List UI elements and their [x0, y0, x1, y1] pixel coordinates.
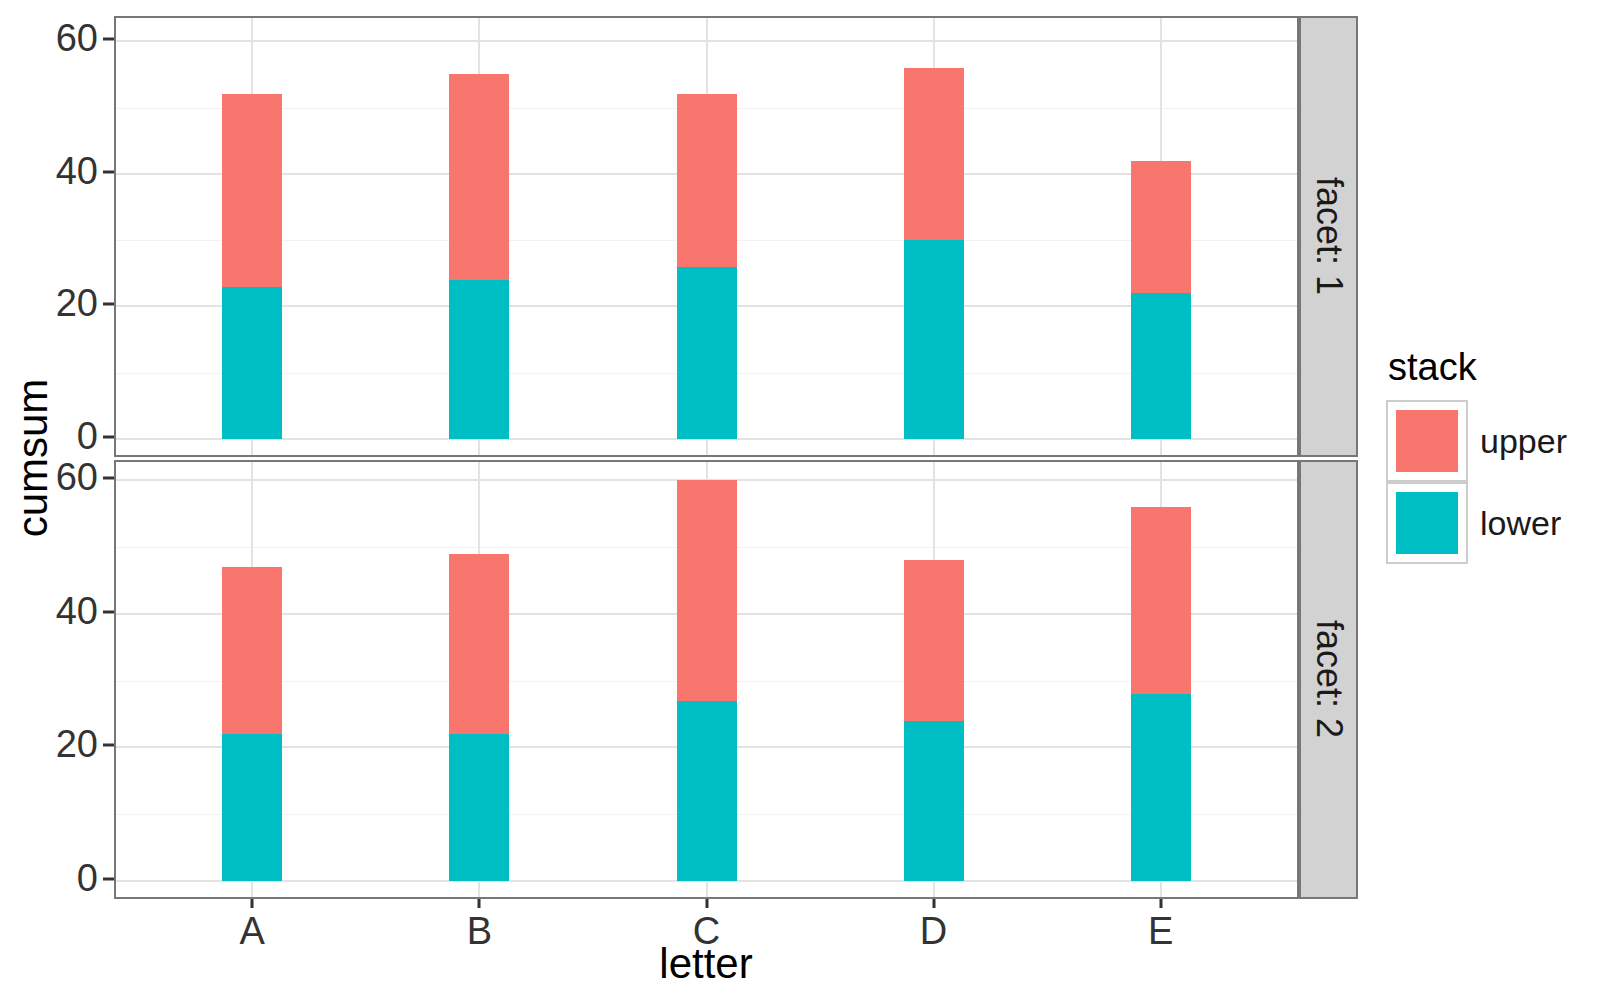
x-tick-mark-B	[478, 899, 481, 908]
bar-E-lower	[1131, 293, 1191, 439]
bar-B-upper	[449, 554, 509, 734]
bar-C-upper	[677, 480, 737, 700]
y-tick-mark	[103, 303, 114, 306]
y-axis-title: cumsum	[12, 373, 54, 543]
bar-A-upper	[222, 567, 282, 734]
y-tick-mark	[103, 744, 114, 747]
x-tick-label-D: D	[889, 912, 979, 950]
y-tick-mark	[103, 878, 114, 881]
legend-label-upper: upper	[1480, 424, 1567, 458]
y-tick-label: 60	[18, 19, 98, 57]
facet-strip-1: facet: 1	[1299, 16, 1358, 457]
x-tick-label-A: A	[207, 912, 297, 950]
bar-B-upper	[449, 74, 509, 280]
legend-entry-lower: lower	[1386, 482, 1596, 564]
bar-B-lower	[449, 734, 509, 881]
facet-strip-1-label: facet: 1	[1308, 177, 1350, 295]
legend: stack upper lower	[1386, 348, 1596, 564]
bar-C-lower	[677, 701, 737, 881]
x-tick-label-E: E	[1116, 912, 1206, 950]
bar-E-lower	[1131, 694, 1191, 881]
x-tick-mark-A	[251, 899, 254, 908]
bar-A-upper	[222, 94, 282, 286]
bar-D-upper	[904, 560, 964, 720]
legend-swatch-lower	[1396, 492, 1458, 554]
facet-2-panel	[114, 460, 1299, 899]
legend-label-lower: lower	[1480, 506, 1561, 540]
y-tick-label: 20	[18, 285, 98, 323]
x-tick-mark-E	[1159, 899, 1162, 908]
x-axis-title: letter	[606, 943, 806, 985]
bar-C-upper	[677, 94, 737, 266]
y-tick-label: 20	[18, 726, 98, 764]
facet-strip-2: facet: 2	[1299, 460, 1358, 899]
facet-1-panel	[114, 16, 1299, 457]
y-tick-label: 0	[18, 859, 98, 897]
bar-E-upper	[1131, 507, 1191, 694]
bar-E-upper	[1131, 161, 1191, 294]
y-tick-mark	[103, 170, 114, 173]
bar-D-upper	[904, 68, 964, 240]
x-tick-mark-D	[932, 899, 935, 908]
y-tick-label: 40	[18, 592, 98, 630]
y-tick-label: 40	[18, 152, 98, 190]
bar-A-lower	[222, 287, 282, 439]
y-tick-mark	[103, 38, 114, 41]
legend-title: stack	[1388, 348, 1596, 386]
legend-swatch-upper	[1396, 410, 1458, 472]
x-tick-label-B: B	[434, 912, 524, 950]
legend-entry-upper: upper	[1386, 400, 1596, 482]
legend-key-upper	[1386, 400, 1468, 482]
x-tick-mark-C	[705, 899, 708, 908]
bar-A-lower	[222, 734, 282, 881]
bar-C-lower	[677, 267, 737, 439]
bar-B-lower	[449, 280, 509, 439]
legend-key-lower	[1386, 482, 1468, 564]
bar-D-lower	[904, 240, 964, 439]
y-tick-mark	[103, 477, 114, 480]
faceted-stacked-bar-chart: 02040600204060ABCDE facet: 1 facet: 2 cu…	[0, 0, 1600, 1000]
y-tick-mark	[103, 610, 114, 613]
bar-D-lower	[904, 721, 964, 881]
y-tick-mark	[103, 436, 114, 439]
facet-strip-2-label: facet: 2	[1308, 620, 1350, 738]
